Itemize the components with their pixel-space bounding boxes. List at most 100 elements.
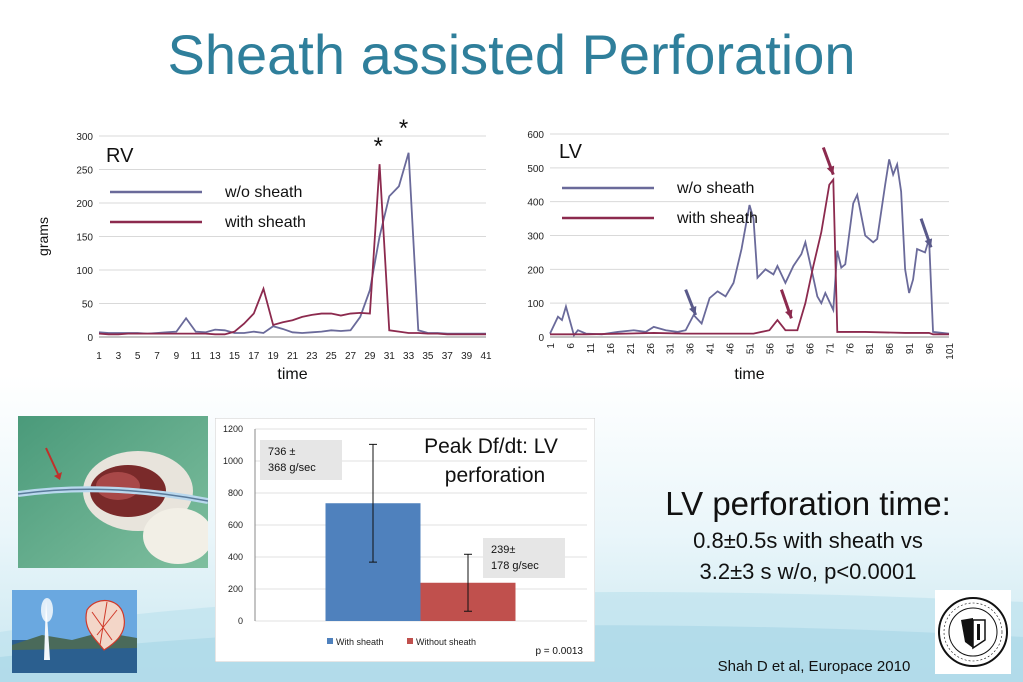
legend-label: with sheath: [676, 210, 758, 227]
y-tick-label: 100: [527, 299, 544, 310]
panel-label: RV: [106, 145, 134, 167]
series-line-with-sheath: [98, 164, 486, 336]
x-tick-label: 6: [566, 343, 577, 349]
y-tick-label: 0: [87, 333, 93, 344]
x-tick-label: 27: [345, 351, 357, 362]
x-tick-label: 35: [422, 351, 434, 362]
x-tick-label: 11: [191, 351, 202, 362]
x-tick-label: 39: [461, 351, 473, 362]
y-tick-label: 800: [228, 488, 243, 498]
series-line-wo-sheath: [98, 152, 486, 335]
x-tick-label: 41: [480, 351, 492, 362]
y-tick-label: 600: [228, 520, 243, 530]
x-tick-label: 46: [726, 343, 737, 355]
x-tick-label: 16: [606, 343, 617, 355]
annotation-asterisk: *: [399, 115, 408, 142]
x-tick-label: 86: [885, 343, 896, 355]
legend-label: with sheath: [224, 214, 306, 231]
legend-label: Without sheath: [416, 637, 476, 647]
peak-dfdt-bar-chart: 0 200 400 600 800 1000 1200 736 ± 368 g/sec 239± 1…: [215, 418, 595, 662]
x-tick-label: 96: [925, 343, 936, 355]
geneva-fountain-photo: [12, 590, 137, 673]
legend-label: w/o sheath: [676, 180, 754, 197]
y-tick-label: 1000: [223, 456, 243, 466]
conclusion-line-1: 0.8±0.5s with sheath vs: [693, 528, 923, 553]
y-tick-label: 600: [527, 130, 544, 141]
value-label: 178 g/sec: [491, 560, 539, 572]
legend-label: With sheath: [336, 637, 384, 647]
slide-title: Sheath assisted Perforation: [167, 23, 856, 86]
y-tick-label: 50: [82, 300, 94, 311]
annotation-arrowhead: [924, 238, 933, 248]
x-tick-label: 36: [686, 343, 697, 355]
y-tick-label: 150: [76, 233, 93, 244]
y-tick-label: 1200: [223, 424, 243, 434]
y-tick-label: 200: [76, 199, 93, 210]
x-tick-label: 3: [116, 351, 122, 362]
annotation-arrowhead: [689, 306, 697, 316]
x-tick-label: 76: [845, 343, 856, 355]
y-tick-label: 400: [527, 198, 544, 209]
x-tick-label: 1: [546, 343, 557, 349]
x-tick-label: 29: [364, 351, 376, 362]
legend-label: w/o sheath: [224, 184, 302, 201]
y-tick-label: 300: [76, 132, 93, 143]
chart-title-line-1: Peak Df/dt: LV: [424, 435, 558, 458]
x-tick-label: 23: [306, 351, 318, 362]
x-tick-label: 81: [865, 343, 876, 355]
chart-panel: [512, 126, 957, 364]
x-tick-label: 91: [905, 343, 916, 355]
y-tick-label: 500: [527, 164, 544, 175]
x-tick-label: 101: [945, 343, 956, 360]
chart-title-line-2: perforation: [445, 464, 545, 487]
x-tick-label: 17: [248, 351, 260, 362]
x-tick-label: 15: [229, 351, 241, 362]
x-tick-label: 21: [287, 351, 299, 362]
x-tick-label: 56: [765, 343, 776, 355]
x-tick-label: 25: [326, 351, 338, 362]
conclusion-heading: LV perforation time:: [665, 485, 951, 522]
y-tick-label: 200: [228, 584, 243, 594]
x-tick-label: 7: [154, 351, 160, 362]
x-tick-label: 31: [666, 343, 677, 355]
x-tick-label: 31: [384, 351, 396, 362]
x-tick-label: 66: [805, 343, 816, 355]
citation: Shah D et al, Europace 2010: [717, 658, 911, 675]
x-tick-label: 21: [626, 343, 637, 355]
university-seal: [935, 590, 1011, 674]
y-tick-label: 400: [228, 552, 243, 562]
annotation-arrowhead: [785, 309, 793, 319]
value-label: 368 g/sec: [268, 462, 316, 474]
x-tick-label: 1: [96, 351, 102, 362]
catheter-photo: [18, 416, 208, 568]
legend-swatch: [327, 638, 333, 644]
x-tick-label: 19: [268, 351, 280, 362]
annotation-asterisk: *: [374, 133, 383, 160]
y-tick-label: 0: [238, 616, 243, 626]
series-line-wo-sheath: [549, 159, 950, 338]
value-label: 736 ±: [268, 446, 295, 458]
x-tick-label: 5: [135, 351, 141, 362]
x-tick-label: 11: [586, 343, 597, 354]
y-tick-label: 100: [76, 266, 93, 277]
x-tick-label: 37: [442, 351, 454, 362]
x-tick-label: 13: [210, 351, 222, 362]
y-tick-label: 200: [527, 265, 544, 276]
value-label: 239±: [491, 544, 515, 556]
x-tick-label: 9: [174, 351, 180, 362]
x-tick-label: 41: [706, 343, 717, 355]
y-tick-label: 300: [527, 232, 544, 243]
x-axis-title: time: [734, 366, 764, 383]
panel-label: LV: [559, 141, 583, 163]
x-axis-title: time: [277, 366, 307, 383]
annotation-arrowhead: [826, 165, 835, 175]
x-tick-label: 71: [825, 343, 836, 355]
y-axis-title: grams: [35, 217, 51, 256]
conclusion-line-2: 3.2±3 s w/o, p<0.0001: [699, 559, 917, 584]
x-tick-label: 33: [403, 351, 415, 362]
p-value: p = 0.0013: [535, 646, 583, 657]
value-label-box: [483, 538, 565, 578]
y-tick-label: 0: [538, 333, 544, 344]
